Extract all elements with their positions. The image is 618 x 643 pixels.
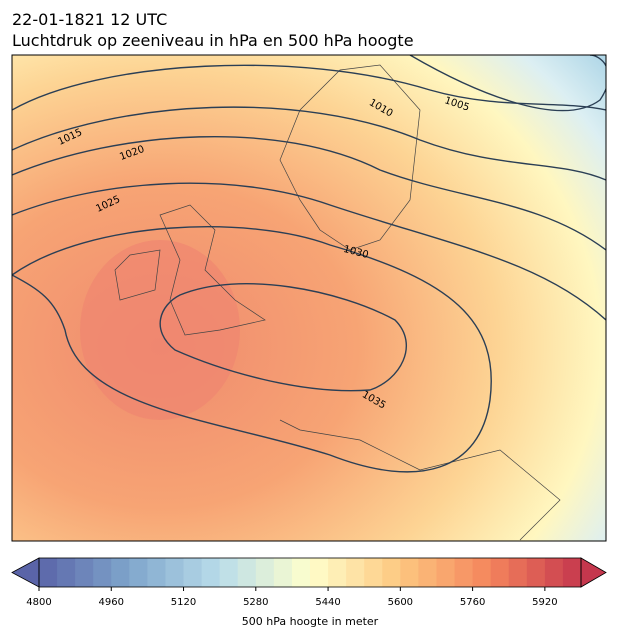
colorbar-extend-high bbox=[580, 557, 607, 588]
colorbar-frame bbox=[38, 557, 582, 588]
colorbar-block bbox=[201, 558, 221, 587]
colorbar-block bbox=[291, 558, 311, 587]
colorbar-block bbox=[165, 558, 185, 587]
colorbar-tick-label: 4800 bbox=[26, 597, 51, 608]
isobar bbox=[409, 55, 606, 112]
colorbar-tick-label: 5600 bbox=[388, 597, 413, 608]
colorbar-block bbox=[219, 558, 239, 587]
colorbar-block bbox=[454, 558, 474, 587]
colorbar-block bbox=[111, 558, 130, 587]
colorbar-block bbox=[57, 558, 76, 587]
colorbar-block bbox=[400, 558, 419, 587]
colorbar-block bbox=[418, 558, 437, 587]
colorbar-tick-label: 5440 bbox=[315, 597, 340, 608]
colorbar-block bbox=[364, 558, 383, 587]
isobar bbox=[12, 106, 606, 181]
colorbar-block bbox=[382, 558, 401, 587]
colorbar-block bbox=[310, 558, 329, 587]
colorbar-block bbox=[183, 558, 203, 587]
colorbar-block bbox=[147, 558, 166, 587]
colorbar-block bbox=[273, 558, 293, 587]
isobar bbox=[12, 226, 492, 473]
colorbar-extend-low bbox=[11, 557, 40, 588]
colorbar-block bbox=[237, 558, 257, 587]
colorbar-block bbox=[93, 558, 112, 587]
colorbar-block bbox=[129, 558, 148, 587]
colorbar-block bbox=[328, 558, 347, 587]
isobar bbox=[12, 64, 606, 111]
colorbar-label: 500 hPa hoogte in meter bbox=[242, 615, 379, 628]
colorbar-tick-label: 5760 bbox=[460, 597, 485, 608]
colorbar-block bbox=[526, 558, 546, 587]
colorbar-block bbox=[472, 558, 492, 587]
colorbar-tick-label: 4960 bbox=[99, 597, 124, 608]
coastline bbox=[114, 64, 561, 541]
colorbar-block bbox=[562, 558, 582, 587]
colorbar-block bbox=[39, 558, 58, 587]
subtitle: Luchtdruk op zeeniveau in hPa en 500 hPa… bbox=[12, 31, 414, 50]
colorbar-block bbox=[436, 558, 456, 587]
colorbar-tick-label: 5120 bbox=[171, 597, 196, 608]
colorbar-tick-label: 5920 bbox=[532, 597, 557, 608]
colorbar-tick-label: 5280 bbox=[243, 597, 268, 608]
colorbar-block bbox=[508, 558, 528, 587]
isobar bbox=[12, 182, 606, 321]
colorbar-block bbox=[255, 558, 275, 587]
map-frame bbox=[11, 54, 607, 542]
colorbar-block bbox=[544, 558, 564, 587]
height-core bbox=[80, 240, 240, 420]
isobar bbox=[159, 282, 407, 392]
title: 22-01-1821 12 UTC bbox=[12, 10, 167, 29]
map bbox=[12, 55, 606, 541]
colorbar-block bbox=[490, 558, 510, 587]
colorbar-block bbox=[75, 558, 94, 587]
colorbar-block bbox=[346, 558, 365, 587]
isobar bbox=[12, 135, 606, 251]
